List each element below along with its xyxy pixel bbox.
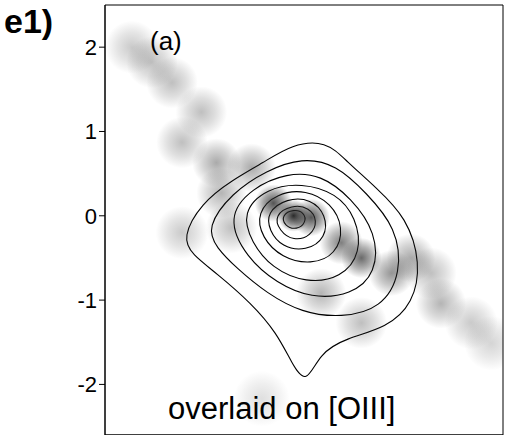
svg-text:0: 0 [85, 204, 97, 229]
svg-text:-2: -2 [77, 372, 97, 397]
html-text:(a): (a) [150, 26, 182, 56]
svg-text:-1: -1 [77, 288, 97, 313]
svg-text:1: 1 [85, 119, 97, 144]
html-text:overlaid on [OIII]: overlaid on [OIII] [168, 391, 396, 426]
svg-text:2: 2 [85, 35, 97, 60]
html-text:e1): e1) [4, 2, 54, 40]
